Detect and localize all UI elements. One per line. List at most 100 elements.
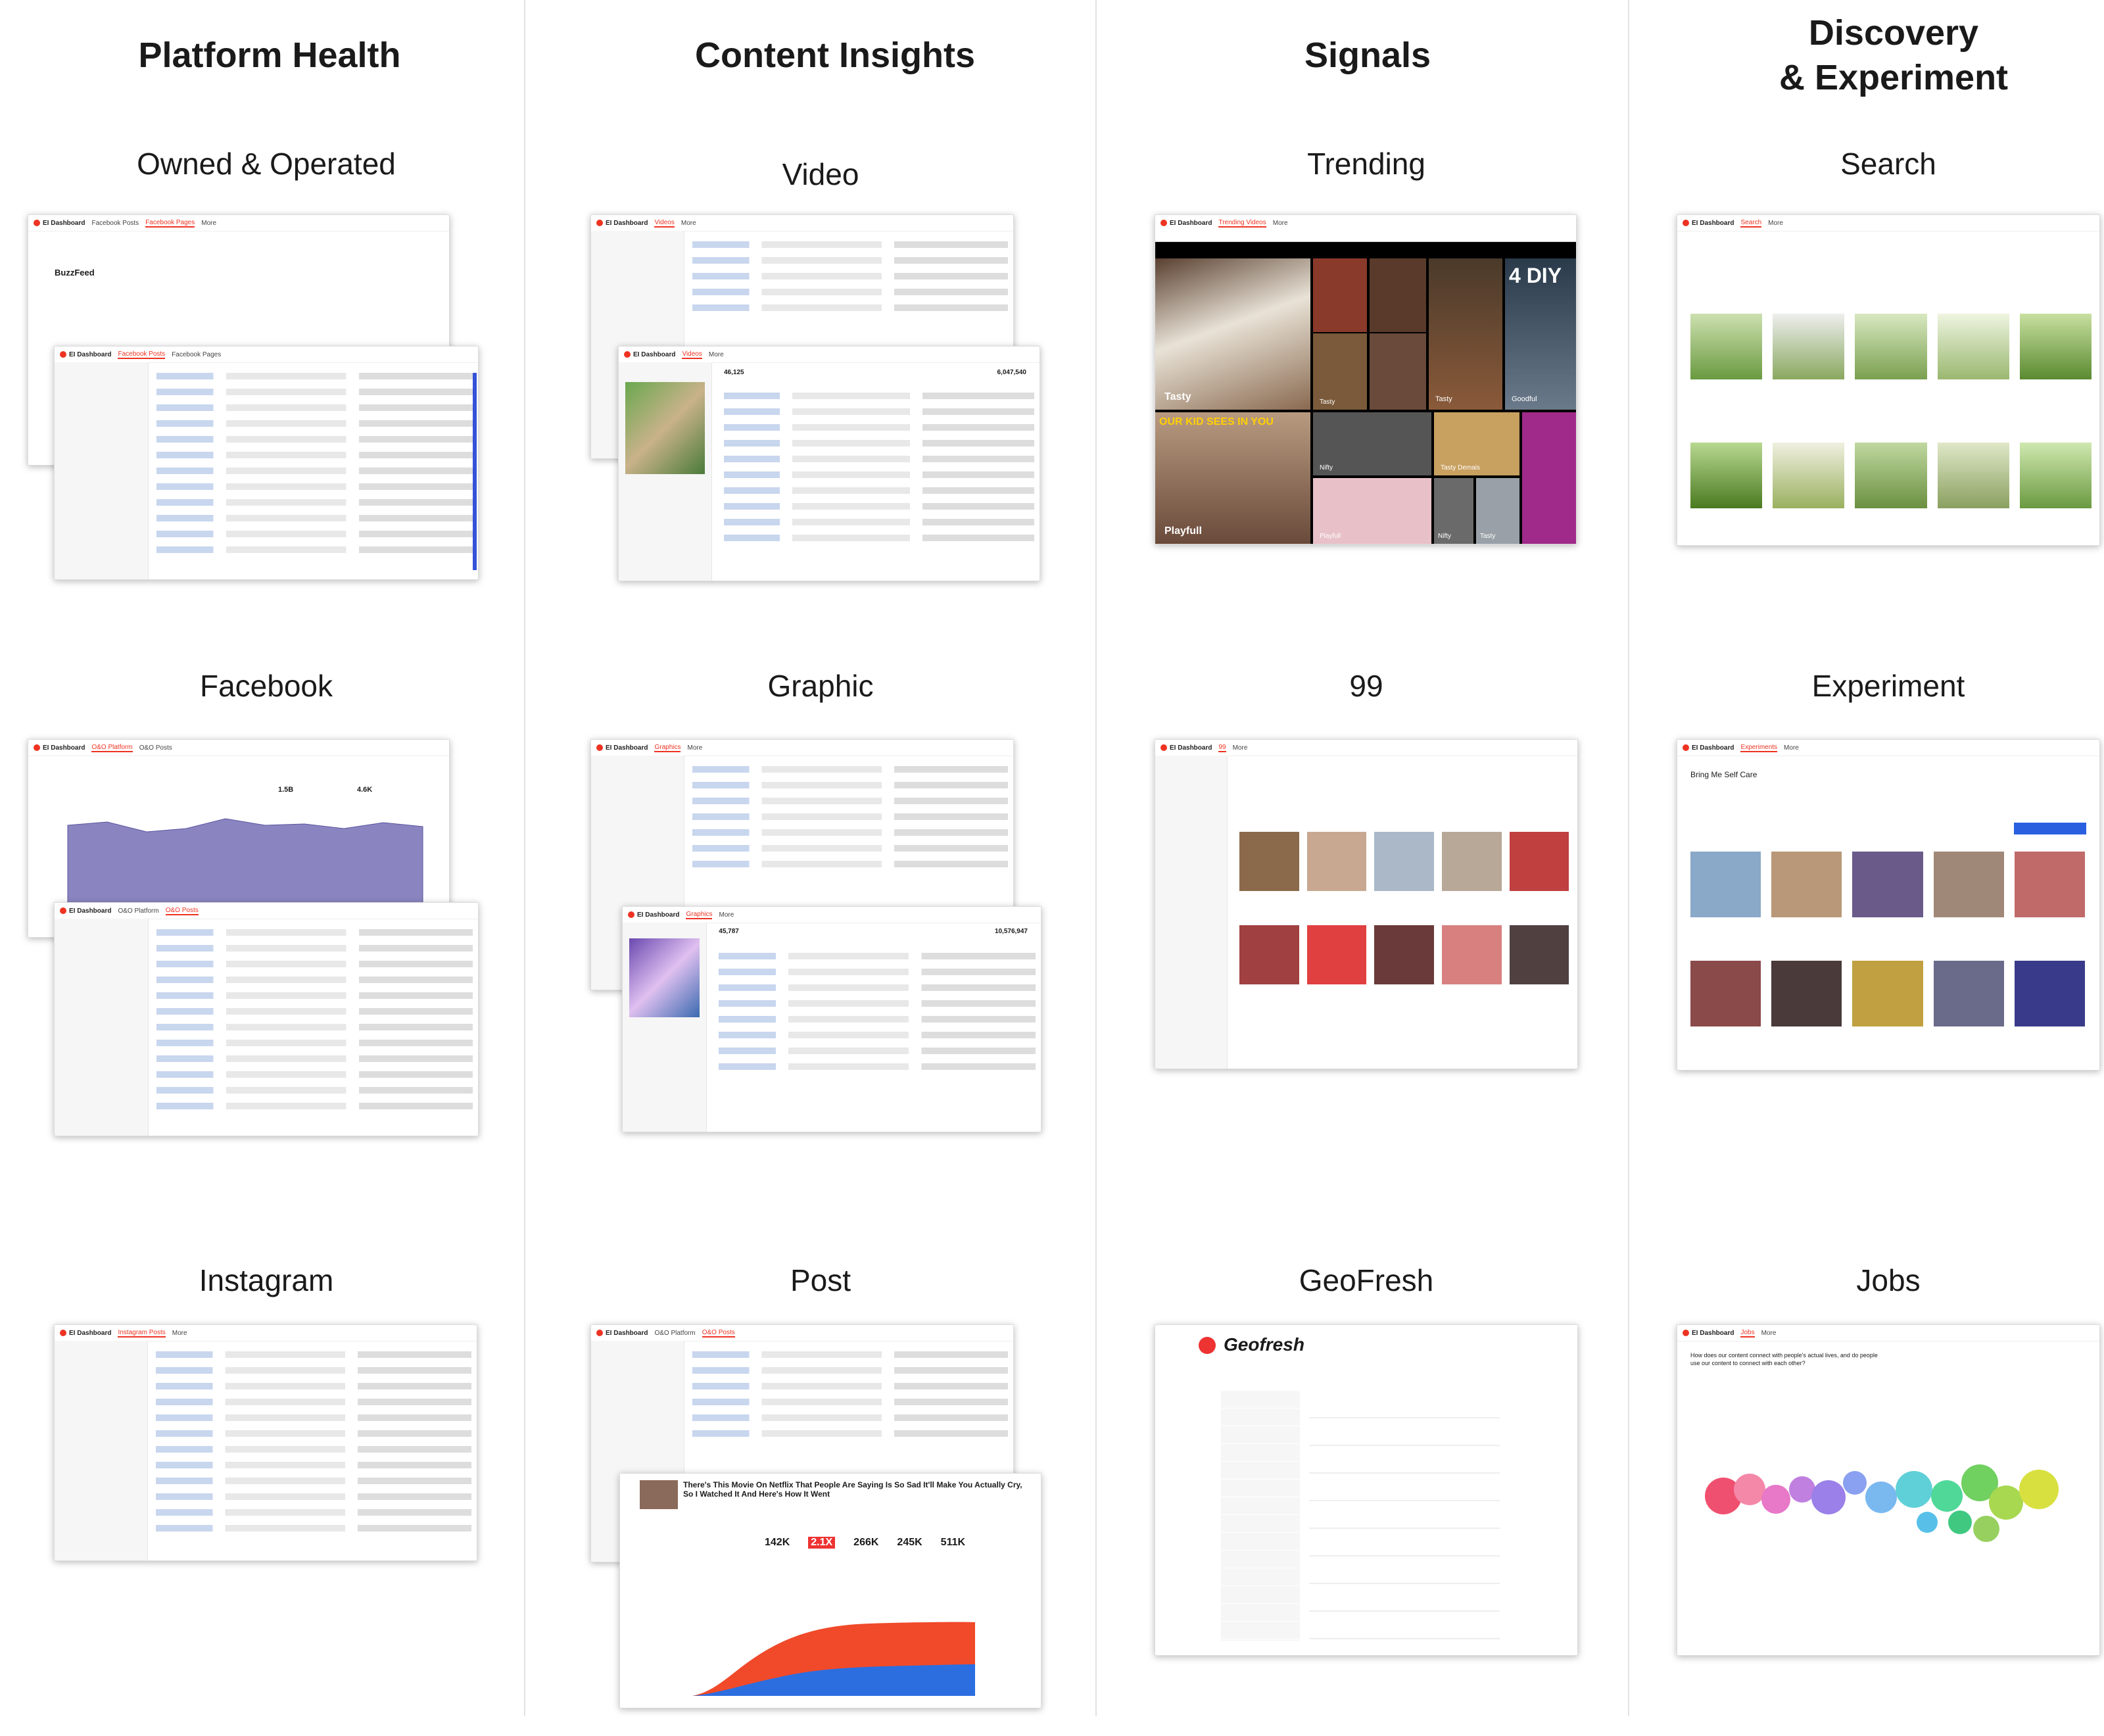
result-thumbnail[interactable] [1855, 314, 1926, 379]
trending-thumbnail[interactable]: Tasty [1155, 258, 1310, 410]
screenshot-geofresh: Geofresh [1155, 1324, 1578, 1656]
column-divider [1628, 0, 1629, 1716]
result-thumbnail[interactable] [1938, 314, 2009, 379]
sidebar [55, 919, 149, 1136]
section-jobs: Jobs [1658, 1263, 2104, 1298]
column-divider [524, 0, 525, 1716]
result-thumbnail[interactable] [1855, 443, 1926, 508]
tab-more[interactable]: More [681, 220, 696, 227]
total-impressions: 10,576,947 [995, 928, 1028, 935]
section-search: Search [1658, 146, 2104, 181]
trending-thumbnail[interactable]: Tasty [1476, 478, 1519, 544]
app-title: EI Dashboard [606, 1330, 648, 1337]
app-title: EI Dashboard [637, 911, 679, 919]
tab-more[interactable]: More [709, 351, 724, 358]
trending-thumbnail[interactable]: Nifty [1434, 478, 1473, 544]
tab-facebook-posts[interactable]: Facebook Posts [91, 220, 139, 227]
result-thumbnail[interactable] [1773, 443, 1844, 508]
trending-thumbnail[interactable] [1313, 258, 1367, 332]
app-title: EI Dashboard [69, 907, 111, 915]
geofresh-icon [1199, 1337, 1216, 1354]
tab-graphics[interactable]: Graphics [686, 911, 712, 919]
column-title-discovery-experiment: Discovery & Experiment [1683, 11, 2104, 100]
section-facebook: Facebook [36, 668, 496, 704]
table-rows [156, 929, 473, 1119]
section-owned-operated: Owned & Operated [36, 146, 496, 181]
logo-icon [596, 220, 603, 226]
logo-icon [60, 351, 66, 358]
tab-graphics[interactable]: Graphics [654, 744, 681, 752]
tab-trending-videos[interactable]: Trending Videos [1218, 219, 1266, 228]
table-row [156, 373, 473, 379]
result-thumbnail[interactable] [1938, 443, 2009, 508]
column-title-platform-health: Platform Health [99, 33, 441, 78]
tab-videos[interactable]: Videos [654, 219, 674, 228]
tab-oo-platform[interactable]: O&O Platform [118, 907, 158, 915]
experiment-title: Bring Me Self Care [1690, 770, 1757, 779]
trending-thumbnail[interactable]: 4 DIY Goodful [1505, 258, 1576, 410]
result-thumbnail[interactable] [1690, 314, 1762, 379]
trending-thumbnail[interactable] [1370, 333, 1426, 410]
tab-more[interactable]: More [719, 911, 734, 919]
tab-more[interactable]: More [1784, 744, 1799, 752]
app-title: EI Dashboard [69, 351, 111, 358]
tab-experiments[interactable]: Experiments [1740, 744, 1777, 752]
tab-oo-platform[interactable]: O&O Platform [654, 1330, 695, 1337]
sidebar [623, 923, 707, 1132]
table-rows [692, 1351, 1008, 1446]
trending-thumbnail[interactable]: OUR KID SEES IN YOU Playfull [1155, 412, 1310, 544]
99-grid [1239, 832, 1569, 984]
screenshot-post-detail: There's This Movie On Netflix That Peopl… [619, 1473, 1041, 1708]
app-title: EI Dashboard [69, 1330, 111, 1337]
tab-search[interactable]: Search [1740, 219, 1761, 228]
result-thumbnail[interactable] [1690, 443, 1762, 508]
total-shares: 45,787 [719, 928, 739, 935]
tab-videos[interactable]: Videos [682, 350, 702, 359]
tab-facebook-pages[interactable]: Facebook Pages [172, 351, 221, 358]
regions-list[interactable] [1221, 1391, 1300, 1641]
tab-oo-posts[interactable]: O&O Posts [166, 907, 199, 915]
result-thumbnail[interactable] [2020, 443, 2092, 508]
tab-more[interactable]: More [201, 220, 216, 227]
tab-more[interactable]: More [172, 1330, 187, 1337]
section-trending: Trending [1136, 146, 1596, 181]
screenshot-facebook-posts: EI Dashboard O&O Platform O&O Posts [54, 902, 479, 1136]
tab-99[interactable]: 99 [1218, 744, 1226, 752]
result-thumbnail[interactable] [1773, 314, 1844, 379]
column-title-signals: Signals [1236, 33, 1499, 78]
screenshot-search: EI Dashboard Search More [1677, 214, 2100, 546]
logo-icon [34, 220, 40, 226]
table-row [156, 531, 473, 537]
tab-more[interactable]: More [1233, 744, 1248, 752]
add-content-button[interactable] [2014, 823, 2086, 834]
screenshot-owned-operated-posts: EI Dashboard Facebook Posts Facebook Pages [54, 346, 479, 580]
buzzes-list [1309, 1391, 1500, 1641]
sidebar [55, 1341, 148, 1560]
trending-thumbnail[interactable]: Tasty [1313, 333, 1367, 410]
table-rows [724, 393, 1034, 550]
tab-facebook-pages[interactable]: Facebook Pages [145, 219, 195, 228]
search-results-grid [1690, 314, 2092, 508]
table-row [156, 452, 473, 458]
trending-thumbnail[interactable]: Tasty Demais [1434, 412, 1519, 475]
table-rows [156, 373, 473, 562]
tab-instagram-posts[interactable]: Instagram Posts [118, 1329, 165, 1338]
trending-thumbnail[interactable] [1370, 258, 1426, 332]
trending-thumbnail[interactable]: Tasty [1429, 258, 1502, 410]
tab-more[interactable]: More [1273, 220, 1288, 227]
app-title: EI Dashboard [606, 744, 648, 752]
section-graphic: Graphic [590, 668, 1051, 704]
section-experiment: Experiment [1658, 668, 2104, 704]
screenshot-graphic-detail: EI Dashboard Graphics More 45,787 10,576,9… [622, 906, 1041, 1132]
trending-thumbnail[interactable]: Playfull [1313, 478, 1431, 544]
section-instagram: Instagram [36, 1263, 496, 1298]
tab-facebook-posts[interactable]: Facebook Posts [118, 350, 165, 359]
trending-thumbnail[interactable] [1522, 412, 1576, 544]
tab-more[interactable]: More [687, 744, 702, 752]
result-thumbnail[interactable] [2020, 314, 2092, 379]
tab-more[interactable]: More [1768, 220, 1783, 227]
tab-oo-posts[interactable]: O&O Posts [702, 1329, 735, 1338]
table-row [156, 515, 473, 521]
screenshot-jobs: EI Dashboard Jobs More How does our conten… [1677, 1324, 2100, 1656]
trending-thumbnail[interactable]: Nifty [1313, 412, 1431, 475]
